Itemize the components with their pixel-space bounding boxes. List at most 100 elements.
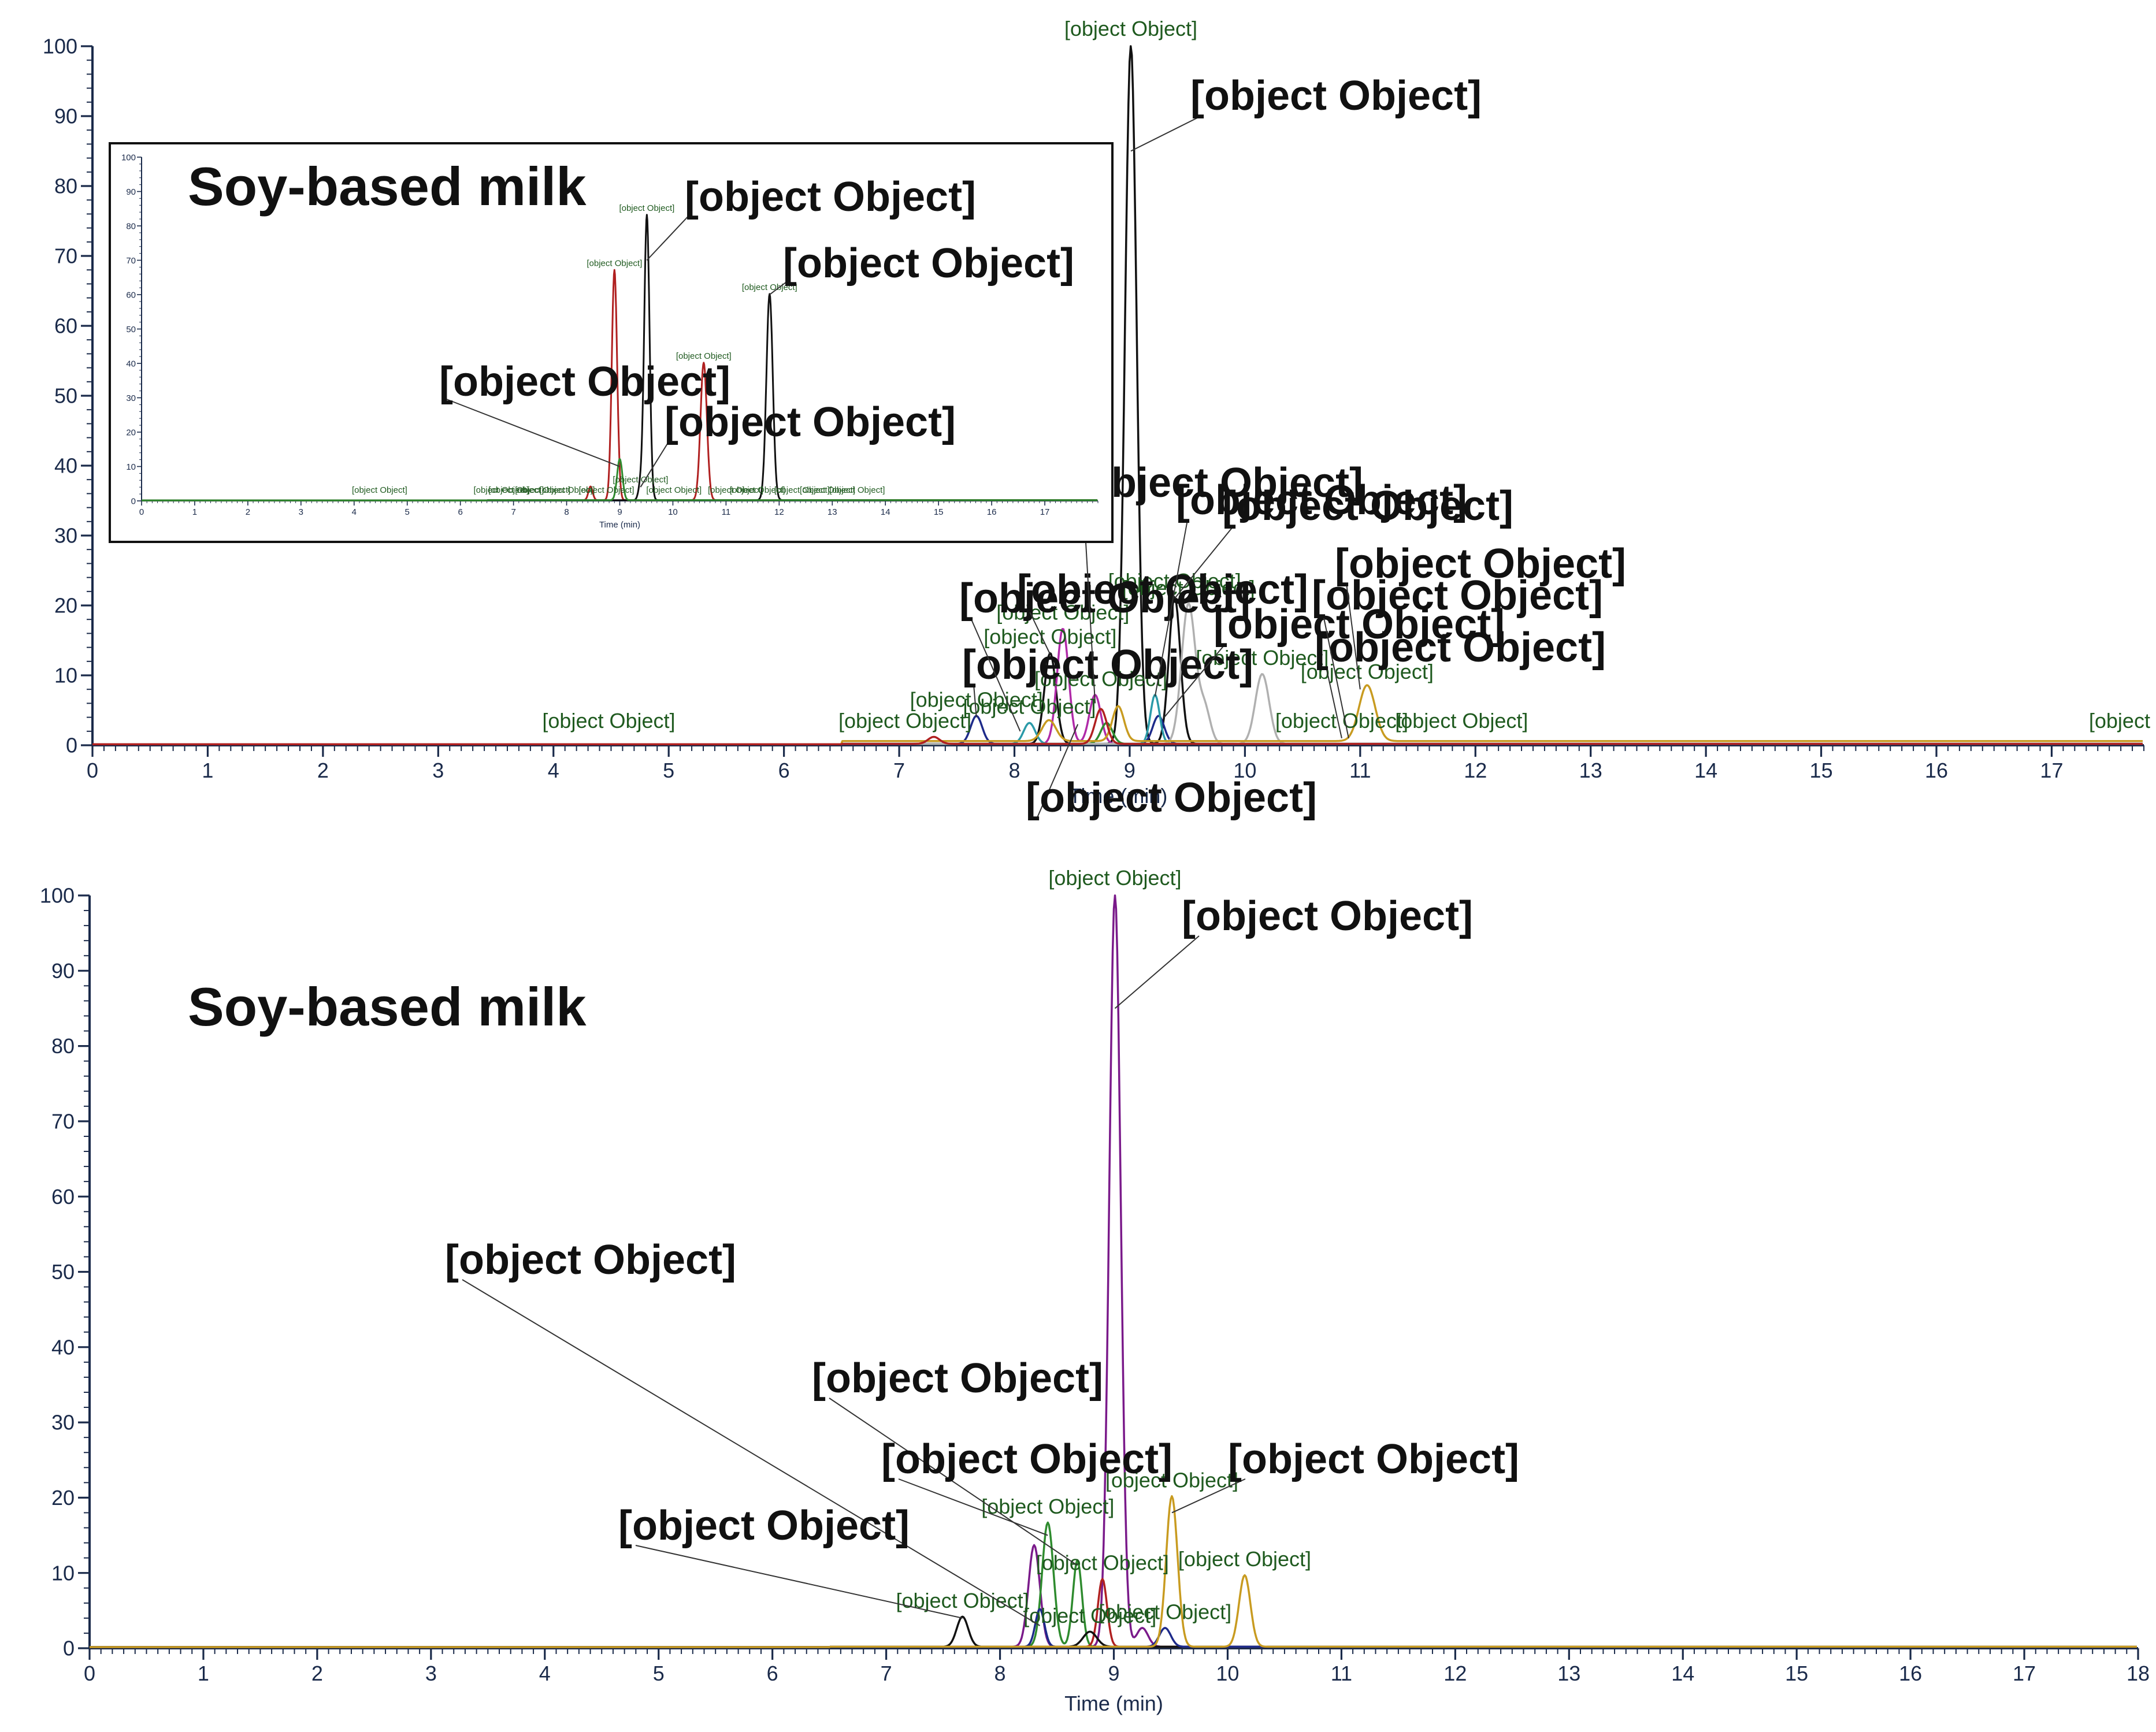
- x-tick-label: 0: [139, 507, 144, 517]
- peak-label: [object Object]: [1048, 866, 1181, 890]
- annotation-leader-line: [1171, 1478, 1246, 1514]
- annotation-leader-line: [640, 438, 671, 488]
- x-tick-label: 13: [1557, 1662, 1580, 1685]
- peak-label: [object Object]: [1105, 1468, 1238, 1492]
- x-tick-label: 4: [352, 507, 357, 517]
- x-tick-label: 14: [881, 507, 890, 517]
- x-tick-label: 15: [934, 507, 944, 517]
- y-tick-label: 20: [54, 594, 77, 618]
- x-tick-label: 16: [1925, 759, 1948, 782]
- y-tick-label: 10: [126, 462, 136, 472]
- peak-annotation: [object Object]: [1182, 893, 1473, 939]
- y-tick-label: 70: [126, 256, 136, 266]
- peak-label: [object Object]: [984, 625, 1116, 649]
- x-tick-label: 1: [202, 759, 213, 782]
- peak-label: [object Object]: [488, 485, 544, 495]
- peak-label: [object Object]: [1301, 660, 1434, 683]
- peak-annotation: [object Object]: [1214, 601, 1505, 648]
- y-tick-label: 50: [51, 1260, 75, 1284]
- x-tick-label: 13: [827, 507, 837, 517]
- peak-annotation: [object Object]: [1017, 567, 1308, 613]
- peak-label: [object Object]: [730, 485, 785, 495]
- y-tick-label: 100: [40, 884, 75, 908]
- annotation-leader-line: [970, 618, 1021, 732]
- peak-label: [object Object]: [1034, 667, 1167, 690]
- x-axis-title: Time (min): [1069, 784, 1168, 808]
- annotation-leader-line: [646, 213, 691, 261]
- y-tick-label: 80: [126, 221, 136, 231]
- peak-label: [object Object]: [800, 485, 855, 495]
- peak-label: [object Object]: [1064, 17, 1197, 40]
- peak-annotation: [object Object]: [439, 359, 730, 405]
- x-tick-label: 11: [722, 507, 731, 517]
- x-tick-label: 15: [1810, 759, 1833, 782]
- y-tick-label: 30: [54, 524, 77, 548]
- series-trace-green: [90, 1521, 2137, 1648]
- y-tick-label: 40: [126, 359, 136, 369]
- x-tick-label: 2: [317, 759, 329, 782]
- bottom-chromatogram: 0 1 2 3 4 5 6 7 8 9 10 11 12 13 14 15 16 17 18010203040506…: [40, 866, 2150, 1715]
- x-tick-label: 3: [425, 1662, 437, 1685]
- x-tick-label: 14: [1694, 759, 1717, 782]
- x-tick-label: 9: [1124, 759, 1135, 782]
- y-tick-label: 60: [51, 1185, 75, 1209]
- peak-annotation: [object Object]: [1072, 460, 1363, 506]
- y-tick-label: 10: [51, 1561, 75, 1585]
- peak-label: [object Object]: [1099, 1600, 1231, 1623]
- x-tick-label: 0: [84, 1662, 95, 1685]
- x-tick-label: 17: [2013, 1662, 2036, 1685]
- x-tick-label: 11: [1349, 759, 1371, 782]
- y-tick-label: 30: [126, 393, 136, 403]
- x-tick-label: 16: [987, 507, 997, 517]
- inset-frame: [109, 142, 1114, 543]
- x-tick-label: 3: [432, 759, 444, 782]
- y-tick-label: 30: [51, 1411, 75, 1434]
- annotation-leader-line: [635, 1545, 963, 1619]
- annotation-leader-line: [1130, 115, 1203, 152]
- peak-label: [object Object]: [2089, 709, 2156, 733]
- y-tick-label: 70: [54, 244, 77, 268]
- x-tick-label: 9: [1108, 1662, 1119, 1685]
- x-tick-label: 7: [511, 507, 515, 517]
- peak-label: [object Object]: [896, 1589, 1029, 1612]
- peak-label: [object Object]: [830, 485, 885, 495]
- x-tick-label: 17: [2040, 759, 2063, 782]
- peak-annotation: [object Object]: [812, 1355, 1103, 1402]
- peak-annotation: [object Object]: [1222, 483, 1513, 529]
- x-tick-label: 4: [539, 1662, 551, 1685]
- peak-label: [object Object]: [474, 485, 529, 495]
- peak-label: [object Object]: [996, 600, 1129, 624]
- peak-label: [object Object]: [963, 695, 1096, 719]
- x-tick-label: 9: [617, 507, 622, 517]
- peak-label: [object Object]: [579, 485, 634, 495]
- x-tick-label: 16: [1899, 1662, 1922, 1685]
- peak-label: [object Object]: [613, 475, 668, 485]
- annotation-leader-line: [829, 1398, 1078, 1566]
- y-tick-label: 40: [51, 1335, 75, 1359]
- peak-label: [object Object]: [587, 258, 642, 268]
- x-tick-label: 1: [192, 507, 197, 517]
- peak-label: [object Object]: [1395, 709, 1528, 733]
- y-tick-label: 100: [121, 153, 136, 162]
- x-tick-label: 0: [87, 759, 98, 782]
- y-tick-label: 0: [63, 1637, 75, 1660]
- peak-annotation: [object Object]: [1335, 541, 1626, 587]
- y-tick-label: 40: [54, 454, 77, 478]
- annotation-leader-line: [1154, 519, 1188, 697]
- x-tick-label: 14: [1671, 1662, 1694, 1685]
- x-tick-label: 2: [246, 507, 250, 517]
- top-chromatogram: 0 1 2 3 4 5 6 7 8 9 10 11 12 13 14 15 16 1701020304050607…: [43, 17, 2156, 821]
- y-tick-label: 60: [54, 314, 77, 338]
- x-tick-label: 7: [881, 1662, 892, 1685]
- series-trace-green: [141, 458, 1098, 501]
- peak-label: [object Object]: [981, 1495, 1114, 1518]
- x-tick-label: 10: [1233, 759, 1256, 782]
- y-tick-label: 60: [126, 290, 136, 300]
- peak-annotation: [object Object]: [962, 642, 1253, 688]
- peak-label: [object Object]: [542, 709, 675, 733]
- annotation-leader-line: [973, 684, 977, 718]
- peak-label: [object Object]: [352, 485, 407, 495]
- peak-label: [object Object]: [910, 688, 1043, 712]
- annotation-leader-line: [1037, 724, 1079, 818]
